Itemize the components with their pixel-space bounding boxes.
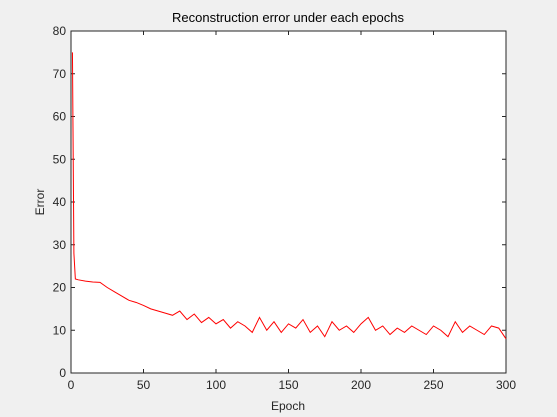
x-tick-label: 200: [351, 378, 371, 392]
x-tick-label: 100: [206, 378, 226, 392]
x-tick-label: 0: [68, 378, 75, 392]
x-axis-label: Epoch: [271, 399, 305, 413]
data-line: [71, 52, 507, 340]
y-tick-label: 10: [53, 323, 67, 337]
y-tick-label: 20: [53, 281, 67, 295]
x-tick-label: 50: [137, 378, 151, 392]
y-tick-label: 40: [53, 195, 67, 209]
x-tick-label: 250: [423, 378, 443, 392]
y-tick-label: 50: [53, 152, 67, 166]
y-tick-label: 60: [53, 110, 67, 124]
y-axis-label: Error: [33, 189, 47, 216]
y-tick-label: 70: [53, 67, 67, 81]
chart-title: Reconstruction error under each epochs: [172, 10, 404, 25]
plot-area: [71, 31, 506, 373]
x-tick-label: 300: [496, 378, 516, 392]
x-tick-label: 150: [278, 378, 298, 392]
y-tick-label: 30: [53, 238, 67, 252]
y-tick-label: 0: [59, 366, 66, 380]
y-tick-label: 80: [53, 24, 67, 38]
